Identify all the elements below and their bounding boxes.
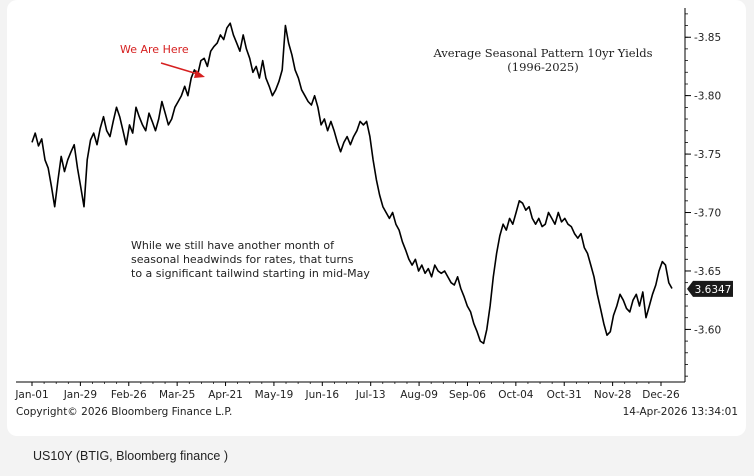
x-tick-label: Oct-04 [498, 389, 534, 401]
y-tick-label: -3.80 [694, 91, 721, 103]
y-tick-label: -3.65 [694, 266, 721, 278]
y-tick-label: -3.85 [694, 32, 721, 44]
x-tick-label: Jan-01 [14, 389, 48, 401]
red-arrow-icon [160, 62, 205, 78]
y-tick-label: -3.70 [694, 208, 721, 220]
last-value-tag: 3.6347 [687, 280, 733, 297]
x-tick-label: May-19 [255, 389, 294, 401]
x-tick-label: Aug-09 [400, 389, 438, 401]
last-value-label: 3.6347 [695, 284, 732, 296]
y-axis: -3.60 -3.65 -3.70 -3.75 -3.80 -3.85 [685, 13, 721, 377]
x-tick-label: Jul-13 [355, 389, 386, 401]
chart: -3.60-3.65-3.70-3.75-3.80-3.85 Jan-01 Jan… [14, 8, 738, 418]
x-tick-label: Sep-06 [449, 389, 486, 401]
x-tick-label: Jan-29 [63, 389, 97, 401]
last-value-badge [687, 280, 733, 297]
x-tick-label: Mar-25 [159, 389, 195, 401]
copyright-text: Copyright© 2026 Bloomberg Finance L.P. [16, 406, 232, 418]
we-are-here-label: We Are Here [120, 43, 189, 56]
timestamp-text: 14-Apr-2026 13:34:01 [623, 406, 738, 418]
x-tick-label: Dec-26 [642, 389, 680, 401]
image-caption: US10Y (BTIG, Bloomberg finance ) [33, 449, 228, 463]
x-tick-label: Nov-28 [594, 389, 631, 401]
x-tick-label: Jun-16 [305, 389, 340, 401]
x-axis: Jan-01 Jan-29 Feb-26 Mar-25 Apr-21 May-19 Jun-… [14, 382, 680, 401]
annotation-line-2: seasonal headwinds for rates, that turns [131, 253, 354, 266]
x-tick-label: Apr-21 [208, 389, 243, 401]
chart-axes [16, 8, 686, 383]
chart-card: -3.60 -3.65 -3.70 -3.75 -3.80 -3.85 Jan-01 Jan… [7, 0, 746, 436]
y-tick-label: -3.60 [694, 324, 721, 336]
chart-subtitle: (1996-2025) [507, 60, 578, 74]
annotation-line-1: While we still have another month of [131, 239, 335, 252]
annotation-line-3: to a significant tailwind starting in mi… [131, 267, 370, 280]
x-tick-label: Oct-31 [547, 389, 582, 401]
series-line [31, 22, 673, 345]
x-tick-label: Feb-26 [111, 389, 147, 401]
y-tick-label: -3.75 [694, 149, 721, 161]
chart-title: Average Seasonal Pattern 10yr Yields [432, 46, 652, 60]
